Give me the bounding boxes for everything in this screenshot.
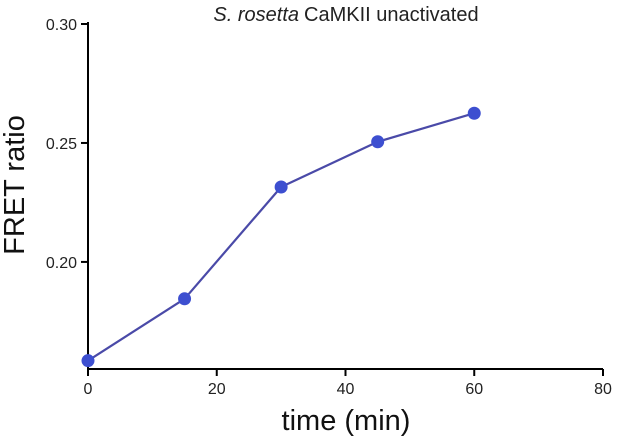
y-axis: 0.20 0.25 0.30 [46, 17, 89, 370]
data-point [467, 106, 481, 120]
data-point [81, 354, 95, 368]
chart-title-rest: CaMKII unactivated [304, 4, 479, 26]
series-layer [81, 106, 481, 368]
y-axis-label: FRET ratio [0, 115, 31, 255]
y-tick-label: 0.30 [46, 17, 77, 34]
x-axis: 0 20 40 60 80 [84, 368, 612, 398]
data-point [274, 180, 288, 194]
chart-title: S. rosetta CaMKII unactivated [213, 4, 478, 26]
x-tick-label: 0 [84, 381, 93, 398]
series-line [87, 112, 475, 362]
y-tick-label: 0.25 [46, 136, 77, 153]
x-tick-label: 60 [465, 381, 483, 398]
data-point [371, 135, 385, 149]
data-point [178, 292, 192, 306]
x-axis-label: time (min) [282, 405, 411, 437]
x-tick-label: 40 [337, 381, 355, 398]
y-tick-label: 0.20 [46, 255, 77, 272]
x-tick-label: 20 [208, 381, 226, 398]
chart-title-italic: S. rosetta [213, 4, 299, 26]
x-tick-label: 80 [594, 381, 612, 398]
